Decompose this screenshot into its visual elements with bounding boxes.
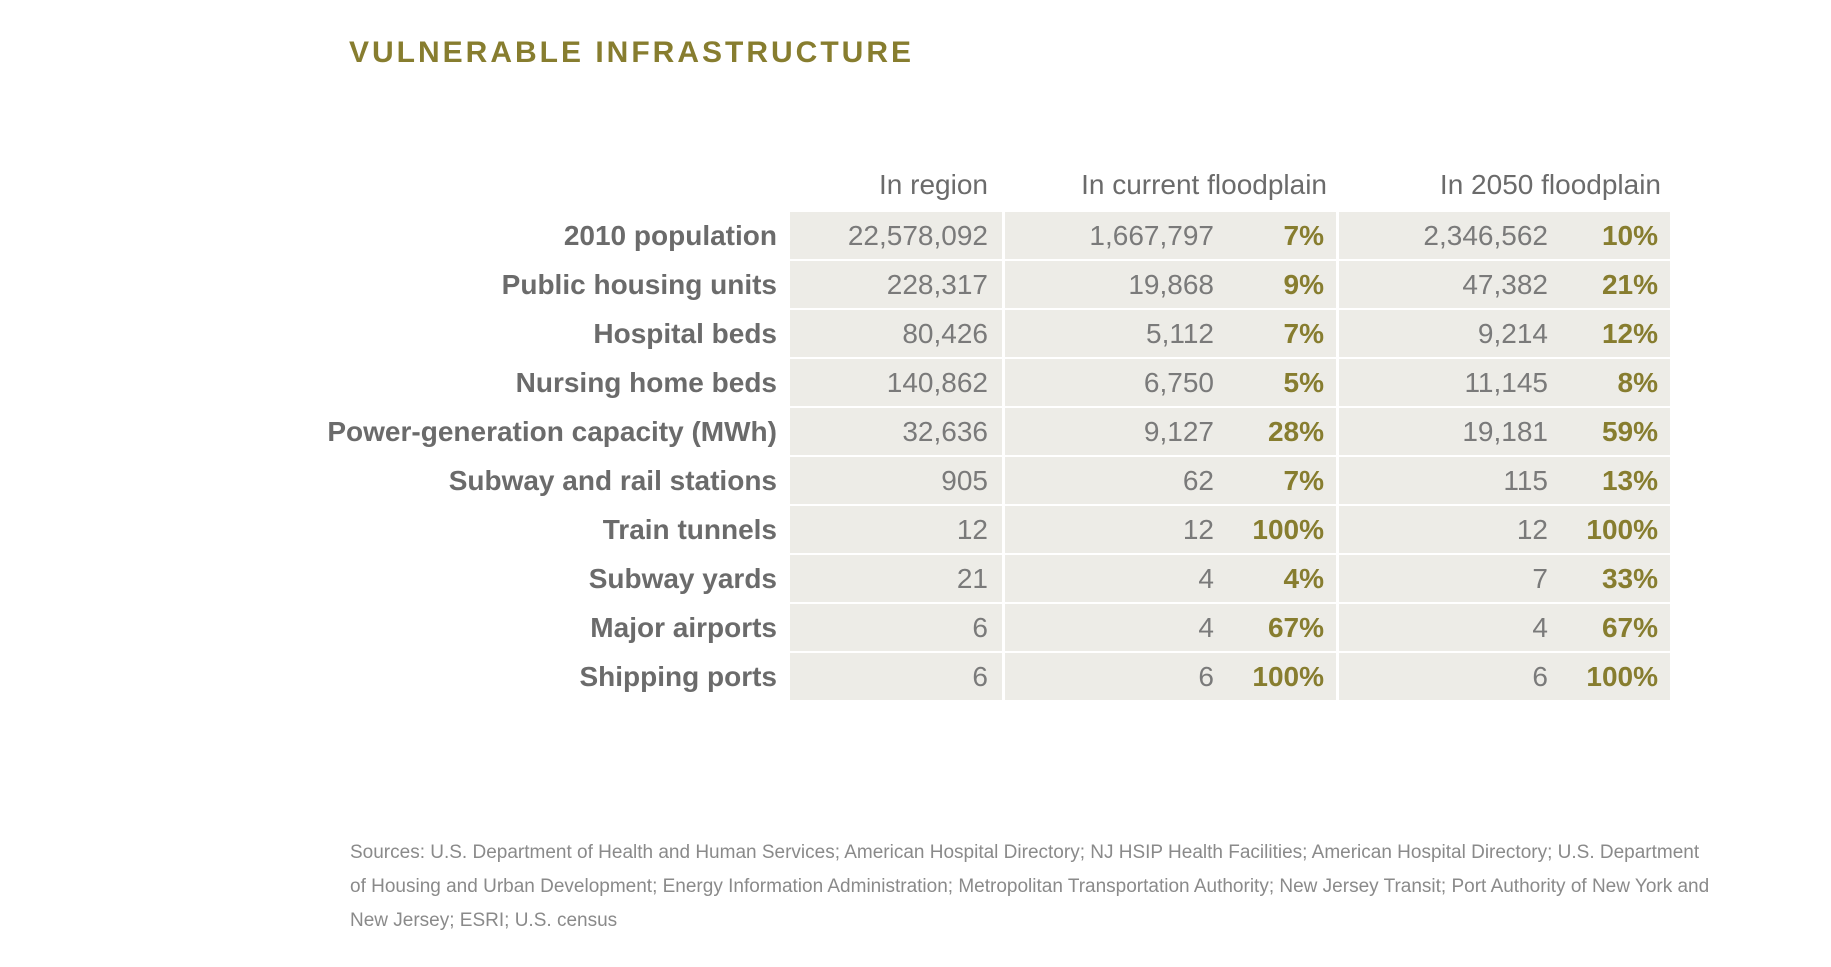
percent-2050-floodplain: 13% (1601, 465, 1658, 496)
column-header-current-floodplain: In current floodplain (1081, 169, 1327, 200)
row-label: Subway yards (588, 563, 777, 594)
cell-2050-floodplain: 6 100% (1339, 653, 1670, 700)
cell-2050-floodplain: 47,382 21% (1339, 261, 1670, 308)
table-row: Subway and rail stations 905 62 7% 115 13% (0, 457, 1831, 506)
percent-2050-floodplain: 8% (1617, 367, 1658, 398)
value-2050-floodplain: 7 (1532, 563, 1548, 594)
value-2050-floodplain: 6 (1532, 661, 1548, 692)
value-current-floodplain: 4 (1198, 612, 1214, 643)
percent-current-floodplain: 100% (1252, 514, 1324, 545)
column-header-2050-floodplain: In 2050 floodplain (1439, 169, 1661, 200)
cell-current-floodplain: 19,868 9% (1005, 261, 1336, 308)
cell-current-floodplain: 5,112 7% (1005, 310, 1336, 357)
percent-current-floodplain: 7% (1283, 465, 1324, 496)
table-row: Shipping ports 6 6 100% 6 100% (0, 653, 1831, 702)
value-current-floodplain: 5,112 (1146, 318, 1214, 349)
row-label: Public housing units (501, 269, 777, 300)
percent-current-floodplain: 4% (1283, 563, 1324, 594)
cell-current-floodplain: 4 4% (1005, 555, 1336, 602)
percent-2050-floodplain: 59% (1601, 416, 1658, 447)
sources-note: Sources: U.S. Department of Health and H… (350, 842, 1710, 931)
cell-2050-floodplain: 2,346,562 10% (1339, 212, 1670, 259)
cell-current-floodplain: 6,750 5% (1005, 359, 1336, 406)
cell-current-floodplain: 12 100% (1005, 506, 1336, 553)
value-2050-floodplain: 47,382 (1462, 269, 1548, 300)
cell-2050-floodplain: 9,214 12% (1339, 310, 1670, 357)
percent-current-floodplain: 100% (1252, 661, 1324, 692)
row-label: Nursing home beds (515, 367, 777, 398)
value-current-floodplain: 1,667,797 (1089, 220, 1214, 251)
cell-in-region: 6 (790, 604, 1002, 651)
percent-2050-floodplain: 12% (1601, 318, 1658, 349)
percent-2050-floodplain: 33% (1601, 563, 1658, 594)
cell-in-region: 32,636 (790, 408, 1002, 455)
table-body: 2010 population 22,578,092 1,667,797 7% 2,34… (0, 212, 1831, 702)
table-row: Nursing home beds 140,862 6,750 5% 11,145 8% (0, 359, 1831, 408)
row-label: Shipping ports (579, 661, 777, 692)
table-row: Public housing units 228,317 19,868 9% 47,38… (0, 261, 1831, 310)
cell-current-floodplain: 62 7% (1005, 457, 1336, 504)
cell-in-region: 905 (790, 457, 1002, 504)
percent-current-floodplain: 67% (1267, 612, 1324, 643)
value-2050-floodplain: 115 (1503, 465, 1548, 496)
cell-in-region: 228,317 (790, 261, 1002, 308)
percent-2050-floodplain: 100% (1586, 661, 1658, 692)
percent-current-floodplain: 7% (1283, 220, 1324, 251)
cell-current-floodplain: 6 100% (1005, 653, 1336, 700)
percent-2050-floodplain: 67% (1601, 612, 1658, 643)
cell-2050-floodplain: 115 13% (1339, 457, 1670, 504)
cell-2050-floodplain: 12 100% (1339, 506, 1670, 553)
cell-in-region: 12 (790, 506, 1002, 553)
percent-2050-floodplain: 21% (1601, 269, 1658, 300)
row-label: Major airports (590, 612, 777, 643)
percent-current-floodplain: 28% (1267, 416, 1324, 447)
percent-current-floodplain: 9% (1283, 269, 1324, 300)
table-row: Power-generation capacity (MWh) 32,636 9,1… (0, 408, 1831, 457)
value-current-floodplain: 6,750 (1143, 367, 1214, 398)
row-label: Subway and rail stations (448, 465, 777, 496)
table-row: Major airports 6 4 67% 4 67% (0, 604, 1831, 653)
cell-2050-floodplain: 7 33% (1339, 555, 1670, 602)
value-2050-floodplain: 11,145 (1464, 367, 1548, 398)
cell-in-region: 22,578,092 (790, 212, 1002, 259)
percent-2050-floodplain: 100% (1586, 514, 1658, 545)
row-label: 2010 population (563, 220, 777, 251)
cell-2050-floodplain: 19,181 59% (1339, 408, 1670, 455)
percent-current-floodplain: 5% (1283, 367, 1324, 398)
value-2050-floodplain: 12 (1516, 514, 1548, 545)
value-current-floodplain: 12 (1182, 514, 1214, 545)
cell-in-region: 80,426 (790, 310, 1002, 357)
value-current-floodplain: 19,868 (1128, 269, 1214, 300)
value-2050-floodplain: 2,346,562 (1423, 220, 1548, 251)
cell-2050-floodplain: 11,145 8% (1339, 359, 1670, 406)
percent-current-floodplain: 7% (1283, 318, 1324, 349)
row-label: Hospital beds (593, 318, 777, 349)
table-row: Subway yards 21 4 4% 7 33% (0, 555, 1831, 604)
value-2050-floodplain: 19,181 (1462, 416, 1548, 447)
row-label: Power-generation capacity (MWh) (327, 416, 777, 447)
percent-2050-floodplain: 10% (1601, 220, 1658, 251)
cell-in-region: 140,862 (790, 359, 1002, 406)
page-title: VULNERABLE INFRASTRUCTURE (349, 36, 914, 69)
row-label: Train tunnels (602, 514, 777, 545)
value-current-floodplain: 4 (1198, 563, 1214, 594)
table-row: 2010 population 22,578,092 1,667,797 7% 2,34… (0, 212, 1831, 261)
value-2050-floodplain: 4 (1532, 612, 1548, 643)
value-current-floodplain: 6 (1198, 661, 1214, 692)
table-row: Hospital beds 80,426 5,112 7% 9,214 12% (0, 310, 1831, 359)
value-2050-floodplain: 9,214 (1477, 318, 1548, 349)
cell-current-floodplain: 4 67% (1005, 604, 1336, 651)
cell-2050-floodplain: 4 67% (1339, 604, 1670, 651)
cell-in-region: 6 (790, 653, 1002, 700)
value-current-floodplain: 62 (1182, 465, 1214, 496)
cell-current-floodplain: 9,127 28% (1005, 408, 1336, 455)
value-current-floodplain: 9,127 (1143, 416, 1214, 447)
cell-current-floodplain: 1,667,797 7% (1005, 212, 1336, 259)
cell-in-region: 21 (790, 555, 1002, 602)
table-row: Train tunnels 12 12 100% 12 100% (0, 506, 1831, 555)
column-header-region: In region (879, 169, 988, 200)
